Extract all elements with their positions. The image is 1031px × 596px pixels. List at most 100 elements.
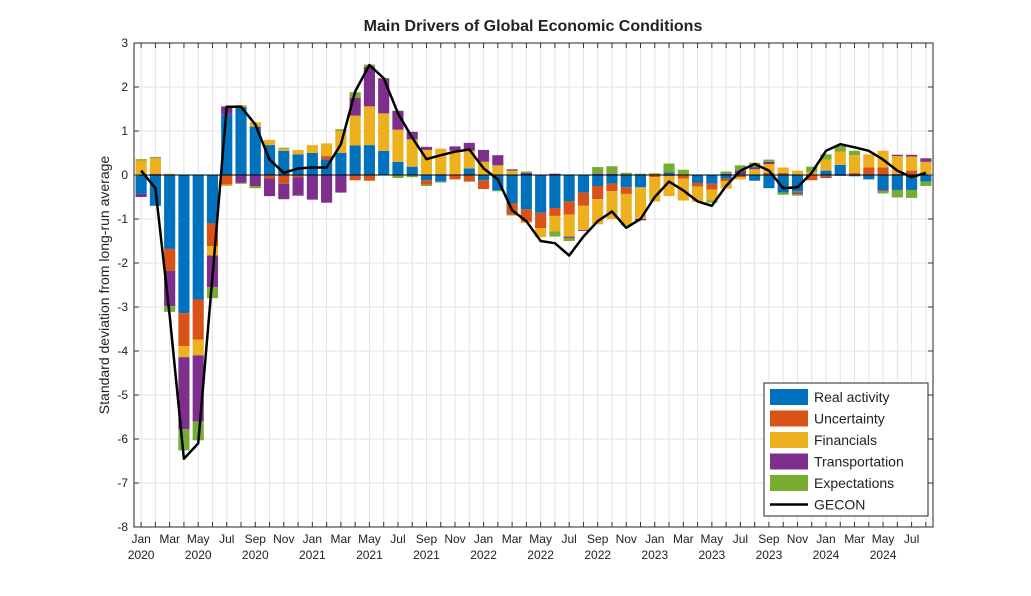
bar-financials [135,160,147,175]
legend-label: Expectations [814,475,894,491]
legend-swatch-uncertainty [770,410,808,427]
bar-uncertainty [520,209,532,222]
bar-financials [891,156,903,174]
bar-real-activity [477,175,490,181]
x-tick-label-year: 2022 [527,548,554,562]
bar-uncertainty [906,170,918,175]
bar-uncertainty [763,172,775,175]
bar-financials [763,164,775,173]
bar-uncertainty [449,175,461,180]
bar-transportation [235,175,247,183]
plot-frame [133,42,934,528]
bar-financials [906,156,918,171]
bar-uncertainty [692,182,704,187]
bar-financials [749,169,761,175]
bar-expectations [848,150,861,156]
x-tick-label-year: 2023 [756,548,783,562]
bar-expectations [592,167,604,174]
x-tick-label-year: 2020 [185,548,212,562]
bar-transportation [164,270,176,307]
bar-transportation [763,161,775,164]
bar-real-activity [749,175,761,181]
bar-uncertainty [577,192,590,206]
bar-real-activity [706,175,718,184]
bar-transportation [720,173,732,175]
bar-financials [435,148,447,175]
bar-uncertainty [292,175,304,178]
bar-real-activity [192,175,204,300]
bar-real-activity [335,153,347,175]
bar-uncertainty [677,175,689,179]
legend-label: Uncertainty [814,411,885,427]
bar-uncertainty [891,173,903,175]
bar-uncertainty [606,183,618,192]
bar-expectations [420,184,433,186]
x-tick-label-month: Sep [587,532,609,546]
chart-title: Main Drivers of Global Economic Conditio… [364,18,703,35]
x-tick-label-month: Jan [303,532,322,546]
bar-real-activity [791,175,804,192]
bar-financials [692,186,704,202]
x-tick-label-month: Jul [561,532,576,546]
x-tick-label-month: Jul [904,532,919,546]
bar-expectations [820,154,832,160]
bar-uncertainty [806,175,818,181]
y-tick-label: -8 [117,520,128,534]
bar-real-activity [577,175,590,193]
bar-uncertainty [877,167,889,175]
bar-expectations [920,181,932,186]
x-tick-label-year: 2023 [641,548,668,562]
x-tick-label-month: Mar [159,532,180,546]
bar-uncertainty [663,175,675,177]
bar-uncertainty [149,173,161,175]
bar-expectations [649,173,661,175]
bar-real-activity [506,175,518,204]
gecon-line [140,63,927,461]
legend-swatch-financials [770,432,808,448]
bar-transportation [278,183,290,200]
bar-transportation [378,78,390,114]
bar-expectations [549,231,561,237]
bar-expectations [734,165,746,171]
bar-real-activity [720,175,732,179]
bar-financials [321,143,333,157]
bar-real-activity [292,154,304,175]
bar-expectations [634,173,647,175]
bar-financials [535,228,547,238]
bar-financials [463,150,475,169]
legend: Real activity Uncertainty Financials Transp… [763,382,929,517]
bar-expectations [406,175,418,178]
bar-real-activity [777,175,789,193]
bar-real-activity [349,145,361,175]
bar-financials [292,149,304,155]
bar-real-activity [634,175,647,188]
bar-transportation [492,155,504,166]
bar-real-activity [906,175,918,190]
bar-real-activity [848,175,861,177]
bar-uncertainty [620,187,632,194]
bar-uncertainty [649,175,661,178]
bar-real-activity [863,175,875,180]
bar-expectations [763,159,775,162]
bar-expectations [506,214,518,216]
bar-expectations [706,200,718,203]
bar-financials [734,177,746,180]
bar-uncertainty [363,175,375,181]
bar-financials [549,215,561,232]
bar-transportation [349,98,361,116]
bar-financials [563,214,575,237]
y-tick-label: 2 [121,80,128,94]
bar-real-activity [520,175,532,210]
bar-uncertainty [221,175,233,185]
bar-real-activity [763,175,775,189]
bar-real-activity [834,164,846,175]
bar-financials [192,339,204,356]
x-tick-label-year: 2022 [584,548,611,562]
x-tick-label-year: 2020 [242,548,269,562]
bar-uncertainty [321,156,333,160]
bar-financials [634,187,647,219]
bar-real-activity [178,175,190,314]
bar-financials [306,145,318,153]
bar-financials [363,106,375,146]
